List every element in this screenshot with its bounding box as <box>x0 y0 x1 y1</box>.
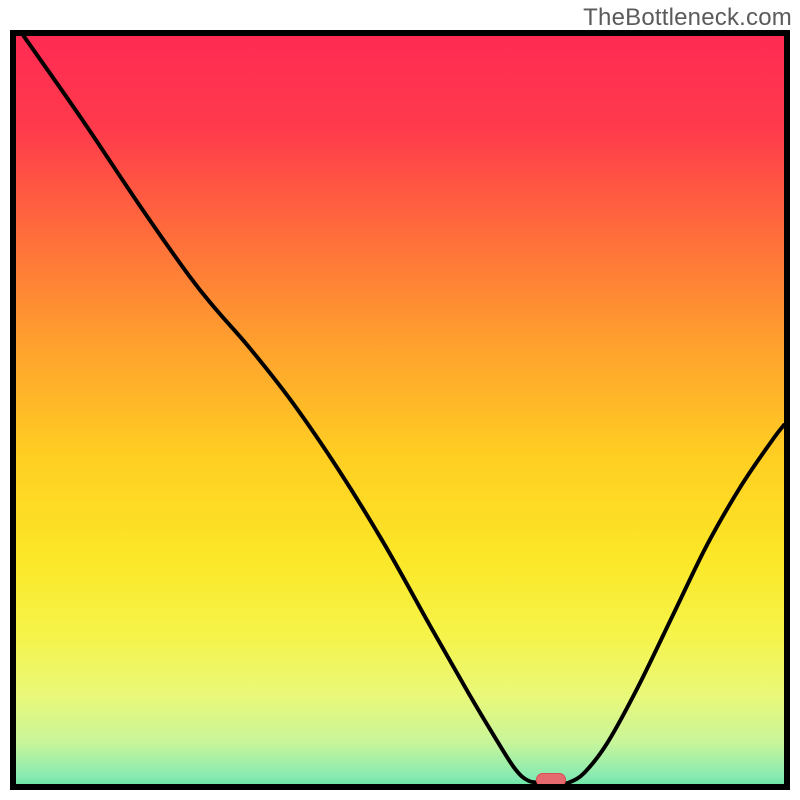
target-marker <box>536 773 566 787</box>
bottleneck-chart: TheBottleneck.com <box>0 0 800 800</box>
watermark-text: TheBottleneck.com <box>583 4 792 32</box>
plot-frame <box>10 30 790 790</box>
gradient-background <box>16 36 784 790</box>
